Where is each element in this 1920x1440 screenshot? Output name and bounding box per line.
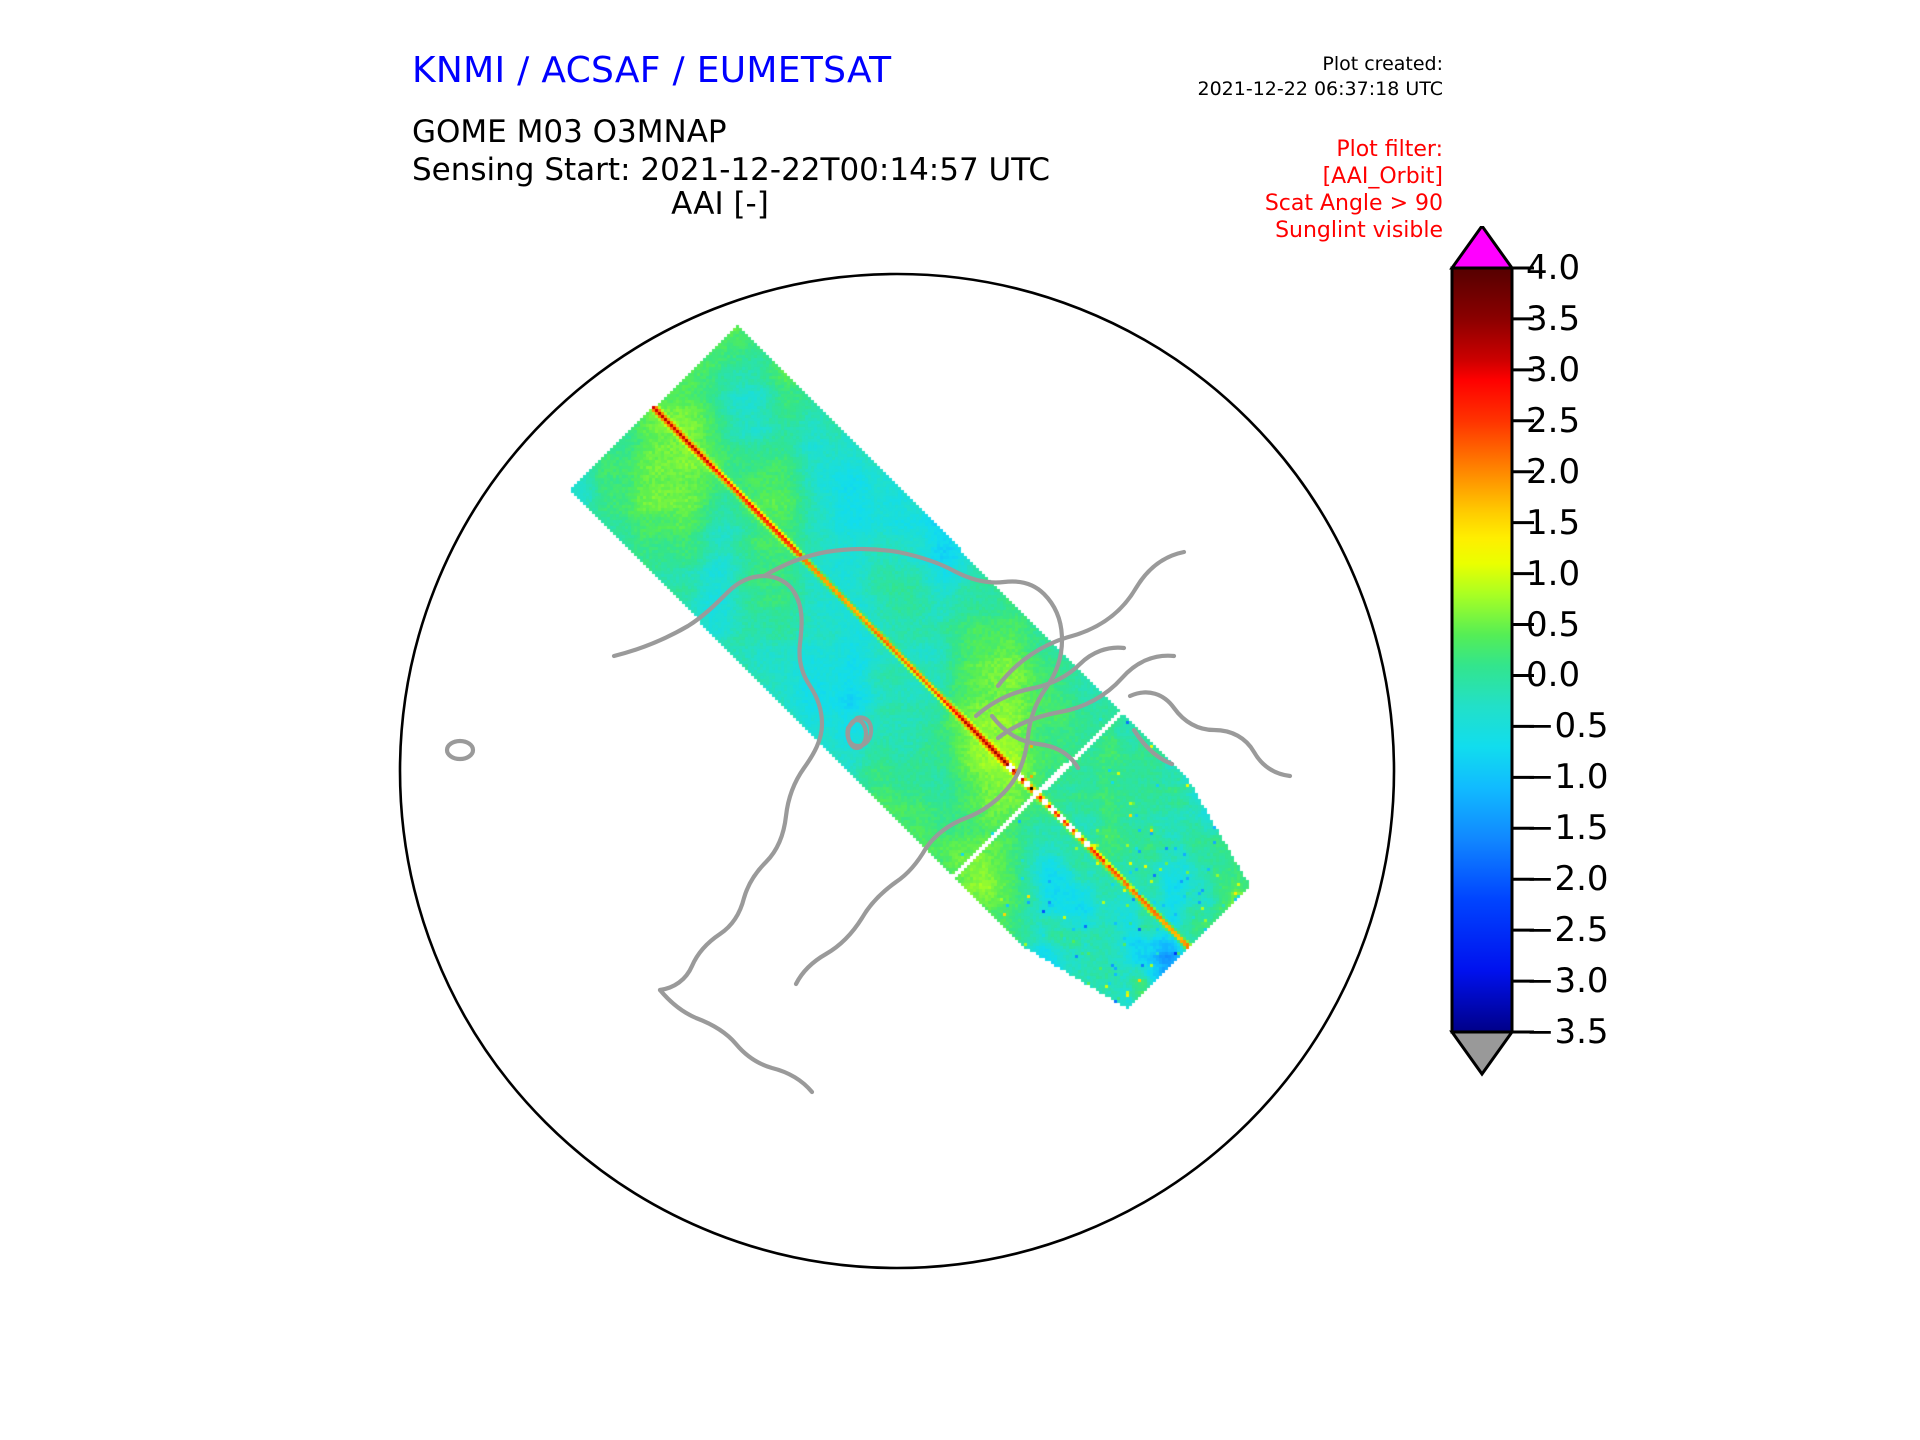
colorbar-tick-label: 3.5: [1526, 298, 1581, 339]
swath-data-layer: [400, 274, 1394, 1268]
organisation-title: KNMI / ACSAF / EUMETSAT: [412, 50, 892, 91]
plot-filter-condition: Scat Angle > 90: [1264, 191, 1443, 216]
colorbar-over-arrow: [1449, 223, 1515, 270]
plot-filter-block: Plot filter: [AAI_Orbit] Scat Angle > 90…: [1265, 136, 1443, 244]
colorbar-under-arrow: [1449, 1030, 1515, 1077]
colorbar-panel: 4.0 3.5 3.0 2.5 2.0 1.5 1.0 0.5 0.0 −0.5 −1.0 −1.5 −…: [1430, 223, 1850, 1316]
colorbar-tick-label: −3.5: [1526, 1012, 1609, 1052]
colorbar-tick-label: −0.5: [1526, 706, 1609, 747]
plot-filter-name: [AAI_Orbit]: [1322, 164, 1443, 189]
colorbar-tick-label: 1.5: [1526, 502, 1581, 543]
plot-filter-note: Sunglint visible: [1275, 218, 1443, 243]
plot-filter-title: Plot filter:: [1336, 137, 1443, 162]
colorbar-tick-label: 2.5: [1526, 400, 1581, 441]
colorbar-ticks: [1512, 266, 1534, 1034]
colorbar-tick-label: −1.0: [1526, 757, 1609, 798]
colorbar-tick-label: 0.5: [1526, 604, 1581, 645]
page-title: AAI [-]: [671, 186, 769, 222]
swath-raster: [400, 274, 1394, 1268]
colorbar-tick-label: 4.0: [1526, 248, 1581, 288]
colorbar-tick-label: −3.0: [1526, 961, 1609, 1002]
colorbar-tick-label: −1.5: [1526, 808, 1609, 849]
sensing-start-text: Sensing Start: 2021-12-22T00:14:57 UTC: [412, 152, 1050, 188]
colorbar-tick-label: −2.0: [1526, 859, 1609, 900]
colorbar-tick-label: 3.0: [1526, 349, 1581, 390]
plot-created-label: Plot created:: [1322, 53, 1443, 75]
colorbar-tick-label: 1.0: [1526, 553, 1581, 594]
colorbar-tick-label: −2.5: [1526, 910, 1609, 951]
globe-map: [398, 272, 1396, 1270]
product-title: GOME M03 O3MNAP: [412, 114, 727, 150]
map-panel: [352, 226, 1442, 1316]
coastlines-east: [989, 549, 1293, 779]
colorbar-tick-label: 2.0: [1526, 451, 1581, 492]
plot-created-time: 2021-12-22 06:37:18 UTC: [1197, 78, 1444, 100]
colorbar-tick-label: 0.0: [1526, 655, 1581, 696]
plot-created-block: Plot created: 2021-12-22 06:37:18 UTC: [1198, 52, 1444, 102]
colorbar-gradient: [1450, 266, 1514, 1034]
colorbar: [1449, 223, 1534, 1077]
